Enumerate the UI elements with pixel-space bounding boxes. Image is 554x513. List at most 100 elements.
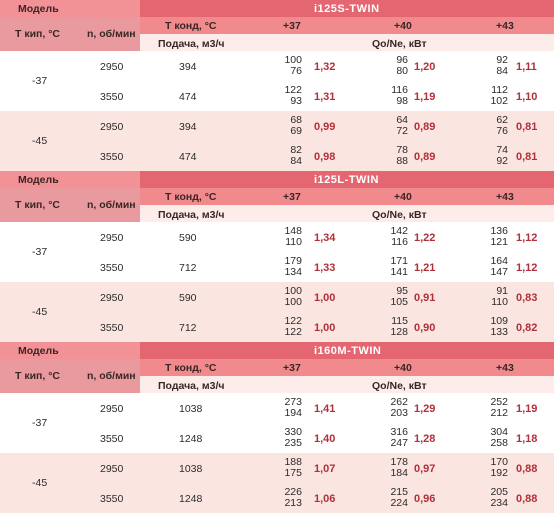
efficiency-value: 1,10 bbox=[516, 91, 538, 103]
efficiency-value: 1,21 bbox=[414, 262, 436, 274]
flow-label: Подача, м3/ч bbox=[158, 38, 225, 50]
power-input: 192 bbox=[490, 467, 508, 479]
n-label: n, об/мин bbox=[87, 370, 136, 382]
capacity-power-pair: 179 134 bbox=[274, 256, 302, 278]
rpm-value: 3550 bbox=[100, 493, 124, 505]
rpm-value: 2950 bbox=[100, 292, 124, 304]
power-input: 212 bbox=[490, 407, 508, 419]
rpm-value: 2950 bbox=[100, 403, 124, 415]
t-kip-label: Т кип, °С bbox=[15, 370, 60, 382]
flow-value: 1038 bbox=[179, 403, 203, 415]
capacity-power-pair: 96 80 bbox=[380, 55, 408, 77]
efficiency-value: 1,20 bbox=[414, 61, 436, 73]
efficiency-value: 0,88 bbox=[516, 493, 538, 505]
capacity-power-pair: 226 213 bbox=[274, 487, 302, 509]
n-label: n, об/мин bbox=[87, 28, 136, 40]
model-label: Модель bbox=[18, 174, 59, 186]
cooling-capacity: 92 bbox=[496, 54, 508, 66]
efficiency-value: 1,07 bbox=[314, 463, 336, 475]
efficiency-value: 1,06 bbox=[314, 493, 336, 505]
cooling-capacity: 68 bbox=[290, 114, 302, 126]
capacity-power-pair: 74 92 bbox=[480, 145, 508, 167]
model-header bbox=[0, 342, 554, 359]
tc-43-label: +43 bbox=[496, 20, 514, 32]
model-title: i125S-TWIN bbox=[314, 3, 380, 15]
capacity-power-pair: 122 122 bbox=[274, 316, 302, 338]
t-kond-label: Т конд, °С bbox=[165, 20, 217, 32]
capacity-power-pair: 330 235 bbox=[274, 427, 302, 449]
power-input: 234 bbox=[490, 497, 508, 509]
capacity-power-pair: 148 110 bbox=[274, 226, 302, 248]
flow-value: 394 bbox=[179, 61, 197, 73]
qo-ne-label: Qo/Ne, кВт bbox=[372, 209, 427, 221]
power-input: 80 bbox=[396, 65, 408, 77]
t-kip-value: -37 bbox=[32, 417, 48, 429]
efficiency-value: 1,40 bbox=[314, 433, 336, 445]
efficiency-value: 0,89 bbox=[414, 121, 436, 133]
efficiency-value: 0,82 bbox=[516, 322, 538, 334]
group-band bbox=[0, 282, 554, 342]
power-input: 235 bbox=[284, 437, 302, 449]
cooling-capacity: 95 bbox=[396, 285, 408, 297]
power-input: 76 bbox=[496, 125, 508, 137]
flow-label: Подача, м3/ч bbox=[158, 380, 225, 392]
rpm-value: 2950 bbox=[100, 61, 124, 73]
units-band bbox=[140, 205, 554, 222]
power-input: 194 bbox=[284, 407, 302, 419]
model-label: Модель bbox=[18, 345, 59, 357]
model-header bbox=[0, 171, 554, 188]
group-band bbox=[0, 111, 554, 171]
cooling-capacity: 205 bbox=[490, 486, 508, 498]
tc-band bbox=[140, 17, 554, 34]
rpm-value: 2950 bbox=[100, 232, 124, 244]
cooling-capacity: 109 bbox=[490, 315, 508, 327]
tc-40-label: +40 bbox=[394, 191, 412, 203]
capacity-power-pair: 252 212 bbox=[480, 397, 508, 419]
efficiency-value: 0,81 bbox=[516, 151, 538, 163]
capacity-power-pair: 122 93 bbox=[274, 85, 302, 107]
rpm-value: 3550 bbox=[100, 262, 124, 274]
efficiency-value: 1,18 bbox=[516, 433, 538, 445]
efficiency-value: 0,81 bbox=[516, 121, 538, 133]
cooling-capacity: 74 bbox=[496, 144, 508, 156]
tc-37-label: +37 bbox=[283, 191, 301, 203]
efficiency-value: 1,29 bbox=[414, 403, 436, 415]
efficiency-value: 0,96 bbox=[414, 493, 436, 505]
power-input: 247 bbox=[390, 437, 408, 449]
t-kond-label: Т конд, °С bbox=[165, 191, 217, 203]
cooling-capacity: 252 bbox=[490, 396, 508, 408]
power-input: 213 bbox=[284, 497, 302, 509]
capacity-power-pair: 95 105 bbox=[380, 286, 408, 308]
model-header bbox=[0, 0, 554, 17]
efficiency-value: 1,22 bbox=[414, 232, 436, 244]
power-input: 224 bbox=[390, 497, 408, 509]
power-input: 84 bbox=[496, 65, 508, 77]
efficiency-value: 0,83 bbox=[516, 292, 538, 304]
power-input: 98 bbox=[396, 95, 408, 107]
model-label: Модель bbox=[18, 3, 59, 15]
model-title: i160M-TWIN bbox=[314, 345, 382, 357]
efficiency-value: 0,98 bbox=[314, 151, 336, 163]
efficiency-value: 0,97 bbox=[414, 463, 436, 475]
power-input: 116 bbox=[391, 236, 408, 248]
cooling-capacity: 304 bbox=[490, 426, 508, 438]
capacity-power-pair: 304 258 bbox=[480, 427, 508, 449]
capacity-power-pair: 171 141 bbox=[380, 256, 408, 278]
power-input: 100 bbox=[284, 296, 302, 308]
efficiency-value: 0,89 bbox=[414, 151, 436, 163]
power-input: 102 bbox=[490, 95, 508, 107]
cooling-capacity: 142 bbox=[390, 225, 408, 237]
capacity-power-pair: 68 69 bbox=[274, 115, 302, 137]
t-kip-value: -37 bbox=[32, 246, 48, 258]
header-subcells bbox=[140, 359, 554, 393]
t-kip-value: -45 bbox=[32, 306, 48, 318]
flow-value: 712 bbox=[179, 322, 197, 334]
capacity-power-pair: 136 121 bbox=[480, 226, 508, 248]
cooling-capacity: 100 bbox=[284, 54, 302, 66]
capacity-power-pair: 116 98 bbox=[380, 85, 408, 107]
efficiency-value: 0,90 bbox=[414, 322, 436, 334]
efficiency-value: 1,11 bbox=[516, 61, 537, 73]
qo-ne-label: Qo/Ne, кВт bbox=[372, 380, 427, 392]
power-input: 92 bbox=[496, 155, 508, 167]
cooling-capacity: 316 bbox=[390, 426, 408, 438]
